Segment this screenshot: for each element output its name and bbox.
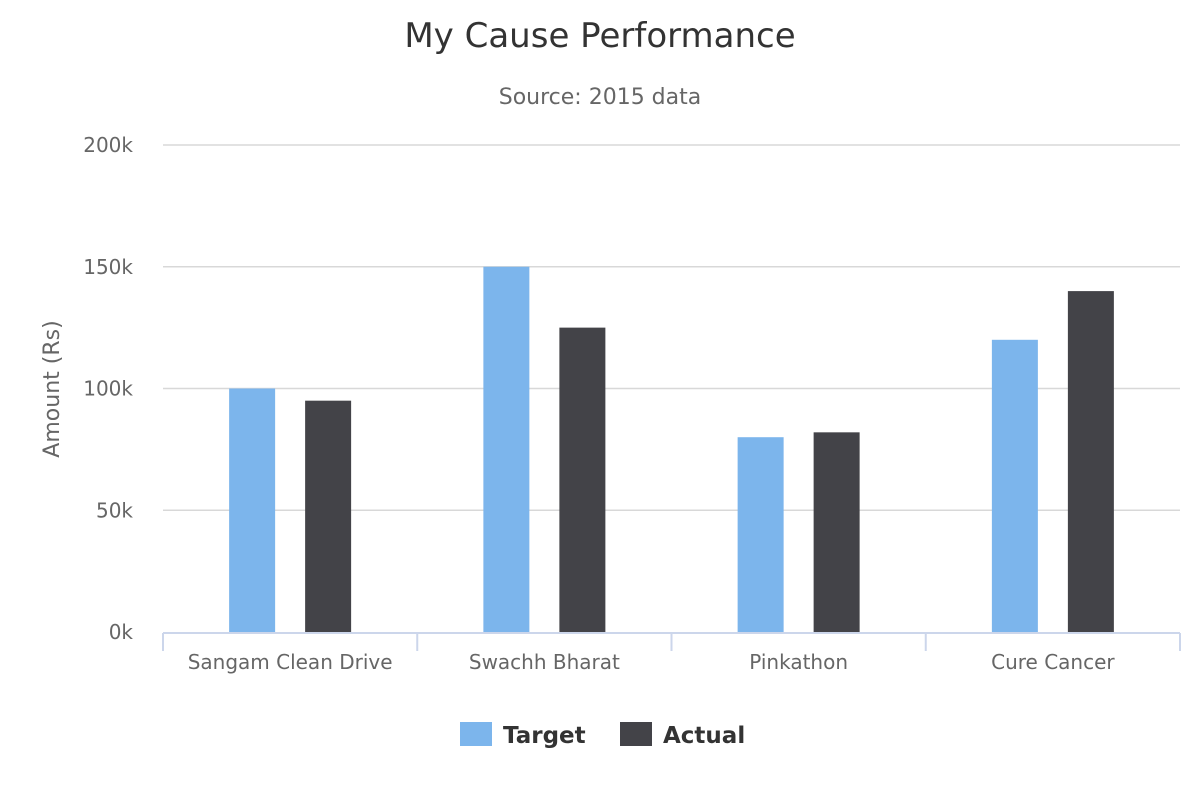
- chart-title: My Cause Performance: [404, 16, 795, 56]
- bar-actual-cure-cancer[interactable]: [1067, 291, 1114, 632]
- legend-label: Actual: [663, 723, 745, 749]
- legend-item-target[interactable]: Target: [460, 722, 586, 749]
- bar-target-pinkathon[interactable]: [737, 437, 784, 632]
- y-tick-label: 100k: [83, 377, 133, 401]
- bar-target-cure-cancer[interactable]: [991, 339, 1038, 632]
- x-tick-label: Sangam Clean Drive: [188, 650, 393, 674]
- y-axis-title: Amount (Rs): [40, 320, 65, 457]
- x-tick-label: Pinkathon: [749, 650, 848, 674]
- legend[interactable]: Target Actual: [460, 722, 745, 749]
- x-tick-label: Cure Cancer: [991, 650, 1115, 674]
- bar-actual-sangam-clean-drive[interactable]: [305, 400, 352, 632]
- legend-item-actual[interactable]: Actual: [620, 722, 745, 749]
- bar-actual-pinkathon[interactable]: [813, 432, 860, 632]
- bar-target-swachh-bharat[interactable]: [483, 266, 530, 632]
- bars: [229, 266, 1114, 633]
- bar-target-sangam-clean-drive[interactable]: [229, 388, 276, 633]
- legend-label: Target: [503, 723, 586, 749]
- y-tick-label: 150k: [83, 255, 133, 279]
- y-tick-label: 50k: [96, 498, 133, 522]
- legend-swatch: [620, 722, 652, 746]
- x-axis: Sangam Clean Drive Swachh Bharat Pinkathon…: [162, 632, 1181, 674]
- chart-subtitle: Source: 2015 data: [499, 85, 702, 110]
- x-tick-label: Swachh Bharat: [469, 650, 620, 674]
- y-axis-ticks: 0k 50k 100k 150k 200k: [83, 133, 133, 644]
- y-tick-label: 200k: [83, 133, 133, 157]
- legend-swatch: [460, 722, 492, 746]
- bar-actual-swachh-bharat[interactable]: [559, 327, 606, 632]
- y-tick-label: 0k: [109, 620, 134, 644]
